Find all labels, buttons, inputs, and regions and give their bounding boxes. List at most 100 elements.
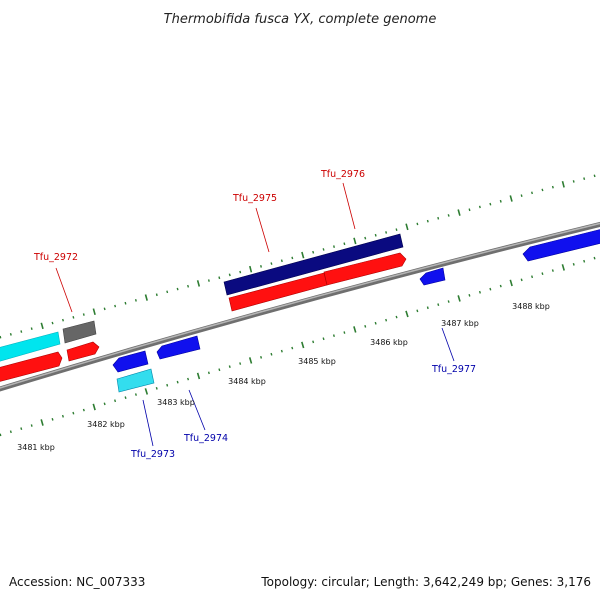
minor-tick [239, 362, 242, 365]
gene-feature-blue-b[interactable] [156, 335, 201, 360]
major-tick [457, 209, 461, 216]
minor-tick [478, 205, 481, 209]
minor-tick [531, 191, 533, 195]
gene-feature-blue-right[interactable] [522, 229, 600, 262]
accession-text: Accession: NC_007333 [9, 575, 145, 589]
minor-tick [437, 303, 440, 307]
gene-label-tfu-2974[interactable]: Tfu_2974 [183, 433, 228, 444]
cds-track-forward [0, 233, 407, 384]
minor-tick [541, 272, 544, 276]
gene-feature-red-long-b[interactable] [323, 252, 407, 286]
gene-label-tfu-2977[interactable]: Tfu_2977 [431, 364, 476, 375]
minor-tick [0, 433, 2, 437]
minor-tick [312, 250, 315, 254]
minor-tick [270, 262, 273, 265]
kbp-labels: 3481 kbp 3482 kbp 3483 kbp 3484 kbp 3485… [17, 302, 550, 452]
major-tick [457, 295, 461, 302]
minor-tick [124, 301, 127, 305]
minor-tick [207, 371, 210, 375]
minor-tick [520, 194, 523, 197]
minor-tick [416, 309, 419, 313]
minor-tick [583, 177, 586, 181]
minor-tick [468, 208, 471, 212]
major-tick [249, 265, 253, 273]
major-tick [144, 388, 149, 395]
major-tick [353, 326, 357, 333]
minor-tick [114, 399, 117, 403]
minor-tick [468, 293, 471, 297]
minor-tick [260, 265, 262, 268]
gene-label-tfu-2972[interactable]: Tfu_2972 [33, 252, 78, 263]
minor-tick [51, 321, 54, 325]
minor-tick [82, 313, 85, 316]
minor-tick [322, 337, 325, 341]
minor-tick [72, 316, 75, 319]
minor-tick [593, 256, 596, 260]
minor-tick [332, 334, 335, 338]
genome-backbone-highlight [0, 222, 600, 389]
major-tick [405, 310, 409, 318]
gene-feature-tfu-2972[interactable] [62, 320, 97, 344]
minor-tick [426, 219, 429, 223]
minor-tick [0, 335, 2, 339]
minor-tick [62, 318, 64, 322]
kbp-label: 3486 kbp [370, 338, 408, 347]
minor-tick [176, 380, 179, 384]
minor-tick [572, 262, 575, 266]
minor-tick [551, 269, 554, 272]
major-tick [40, 419, 44, 426]
minor-tick [134, 393, 137, 396]
cds-track-reverse [112, 229, 600, 393]
kbp-label: 3488 kbp [512, 302, 550, 311]
gene-label-tfu-2973[interactable]: Tfu_2973 [130, 449, 175, 460]
minor-tick [374, 321, 377, 325]
major-tick [509, 279, 513, 287]
minor-tick [103, 402, 106, 406]
minor-tick [395, 228, 398, 231]
gene-feature-red-small[interactable] [66, 341, 100, 362]
minor-tick [364, 236, 367, 240]
leader-tfu-2973 [142, 399, 154, 447]
kbp-label: 3481 kbp [17, 443, 55, 452]
major-tick [301, 251, 305, 259]
kbp-label: 3482 kbp [87, 420, 125, 429]
minor-tick [20, 427, 23, 431]
minor-tick [124, 396, 127, 400]
major-tick [40, 322, 44, 330]
gene-label-tfu-2975[interactable]: Tfu_2975 [232, 193, 277, 204]
minor-tick [291, 256, 294, 260]
minor-tick [218, 368, 221, 372]
map-title: Thermobifida fusca YX, complete genome [164, 12, 437, 27]
major-tick [405, 223, 409, 231]
minor-tick [416, 222, 419, 226]
minor-tick [176, 287, 179, 291]
gene-feature-blue-a[interactable] [112, 350, 149, 373]
minor-tick [572, 180, 575, 183]
gene-feature-tfu-2973[interactable] [116, 368, 155, 393]
gene-feature-red-left[interactable] [0, 351, 63, 384]
minor-tick [499, 284, 502, 288]
leader-tfu-2977 [441, 327, 455, 362]
label-leaders [55, 182, 455, 447]
minor-tick [291, 346, 294, 350]
leader-tfu-2975 [255, 207, 270, 253]
genome-backbone [0, 221, 600, 392]
leader-tfu-2976 [342, 182, 356, 230]
minor-tick [155, 293, 158, 297]
minor-tick [155, 386, 158, 390]
kbp-label: 3484 kbp [228, 377, 266, 386]
minor-tick [51, 417, 54, 421]
gene-feature-tfu-2975[interactable] [223, 233, 404, 296]
minor-tick [82, 408, 85, 412]
outer-tick-track [0, 174, 596, 339]
minor-tick [531, 275, 534, 279]
gene-label-tfu-2976[interactable]: Tfu_2976 [320, 169, 365, 180]
major-tick [561, 181, 565, 188]
gene-feature-cyan-left[interactable] [0, 331, 61, 364]
minor-tick [583, 259, 586, 263]
gene-feature-tfu-2977[interactable] [419, 267, 446, 286]
minor-tick [541, 188, 544, 192]
minor-tick [312, 340, 315, 344]
minor-tick [426, 306, 429, 310]
major-tick [301, 341, 305, 349]
